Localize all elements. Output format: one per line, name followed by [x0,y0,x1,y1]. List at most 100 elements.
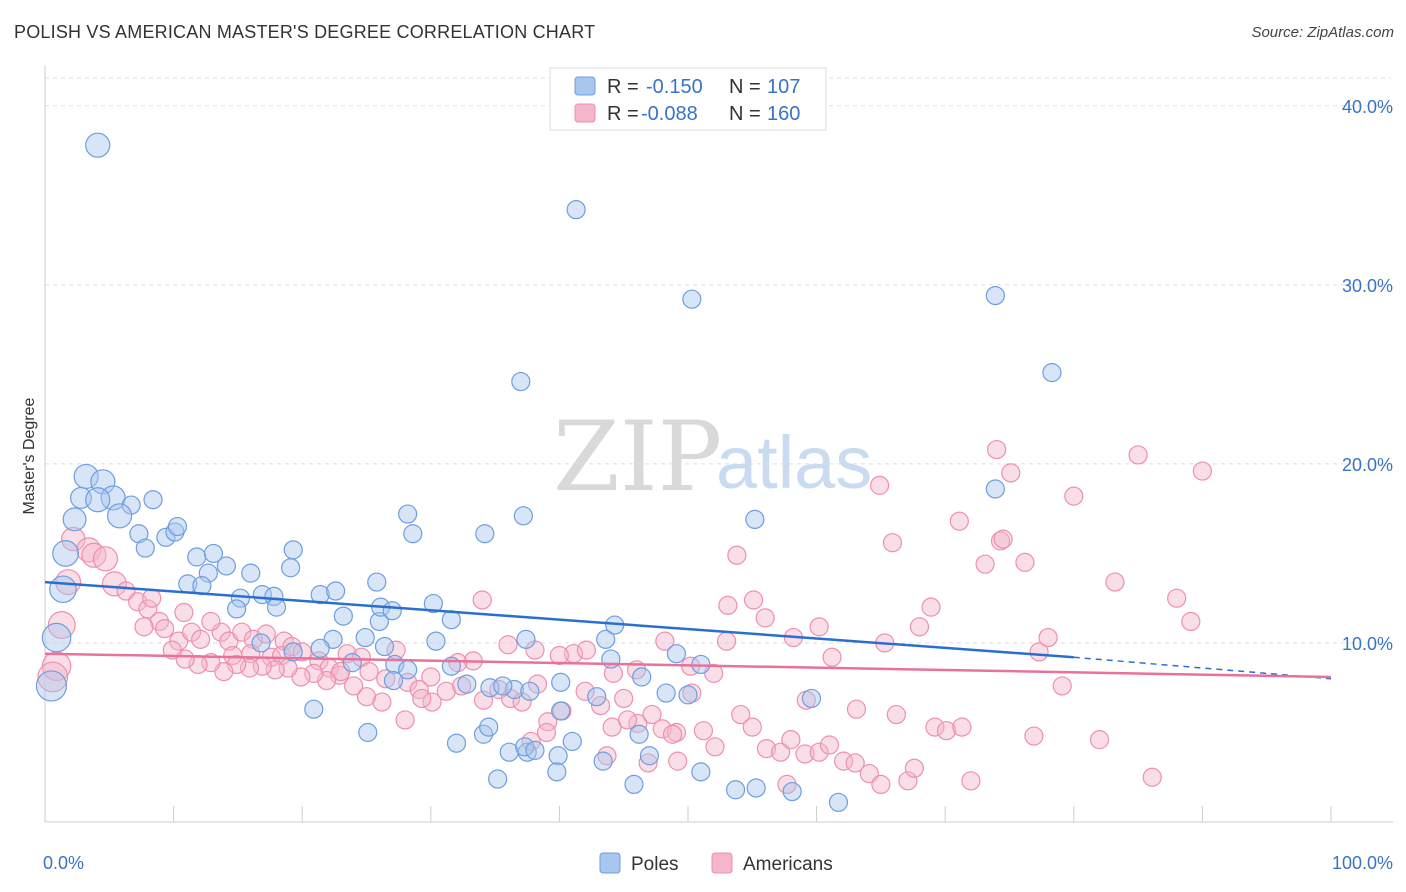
poles-point [85,132,111,158]
poles-point [143,490,163,510]
americans-point [1128,445,1148,465]
poles-point [398,504,418,524]
americans-point [870,475,890,495]
americans-point [76,537,102,563]
watermark-atlas: atlas [716,421,872,504]
y-tick-label: 40.0% [1342,97,1393,117]
poles-point [551,701,571,721]
americans-point [232,622,252,642]
poles-point [251,633,271,653]
americans-point [795,744,815,764]
poles-trend-line [44,580,1074,659]
poles-point [310,638,330,658]
americans-point [993,529,1013,549]
poles-point [266,597,287,617]
americans-point [101,571,128,597]
bottom-legend-poles-swatch [599,852,621,874]
americans-point [845,753,865,773]
americans-point [162,640,182,660]
chart-title: POLISH VS AMERICAN MASTER'S DEGREE CORRE… [14,22,596,42]
americans-point [693,721,714,741]
americans-point [527,674,548,694]
americans-point [344,676,364,696]
poles-point [601,649,621,669]
source-attribution: Source: ZipAtlas.com [1251,24,1394,41]
poles-point [333,606,353,626]
americans-point [886,704,906,725]
americans-point [473,690,494,710]
americans-point [614,688,634,709]
poles-point [446,733,467,753]
poles-point [52,540,79,567]
americans-point [138,599,158,619]
americans-point [421,667,441,687]
poles-point [548,746,568,766]
americans-point [61,526,86,552]
poles-point [801,688,822,709]
poles-point [283,642,303,662]
americans-point [356,687,377,707]
poles-point [326,581,346,601]
poles-point [281,558,301,578]
americans-point [638,753,658,773]
americans-point [781,730,801,750]
legend-box [549,67,827,131]
americans-point [846,699,867,719]
poles-point [342,653,362,673]
legend-americans-r-label: R = [607,103,639,125]
poles-point [547,762,567,782]
americans-point [727,545,747,565]
poles-point [85,487,111,513]
poles-point [426,631,446,651]
americans-point [412,688,432,709]
americans-point [472,590,492,610]
poles-point [41,622,72,653]
americans-trend-line [44,652,1332,679]
americans-point [1038,627,1058,648]
legend-poles-r-label: R = [607,76,639,98]
poles-point [382,601,402,621]
poles-point [566,200,586,220]
poles-point [488,769,508,789]
poles-point [493,676,513,696]
poles-point [632,667,652,687]
poles-point [656,683,676,703]
poles-point [516,629,536,649]
americans-point [201,611,221,632]
poles-point [828,792,849,812]
poles-point [187,547,207,567]
americans-point [575,681,595,701]
poles-point [35,670,68,702]
americans-point [909,617,930,637]
poles-point [985,286,1005,306]
legend-poles-swatch [574,76,596,96]
poles-point [167,516,188,537]
poles-point [515,737,535,757]
poles-point [596,629,616,649]
poles-point [369,611,389,632]
americans-point [952,717,972,737]
poles-point [403,524,423,544]
americans-point [756,738,777,759]
legend-poles-n-value: 107 [767,76,800,98]
americans-point [822,647,842,667]
poles-point [358,722,378,743]
poles-point [479,717,499,737]
poles-point [639,746,660,766]
americans-point [731,704,751,725]
americans-point [191,629,211,649]
poles-point [355,627,375,648]
americans-point [1029,642,1049,662]
americans-point [1024,726,1044,746]
legend-americans-n-label: N = [729,103,761,125]
americans-point [642,704,662,725]
poles-point [678,685,698,705]
americans-point [987,439,1007,460]
bottom-legend-americans-swatch [711,852,733,874]
americans-point [549,645,570,666]
americans-point [359,661,379,682]
poles-point [304,699,324,719]
americans-point [925,717,945,737]
americans-point [1105,572,1125,592]
poles-point [624,774,644,795]
